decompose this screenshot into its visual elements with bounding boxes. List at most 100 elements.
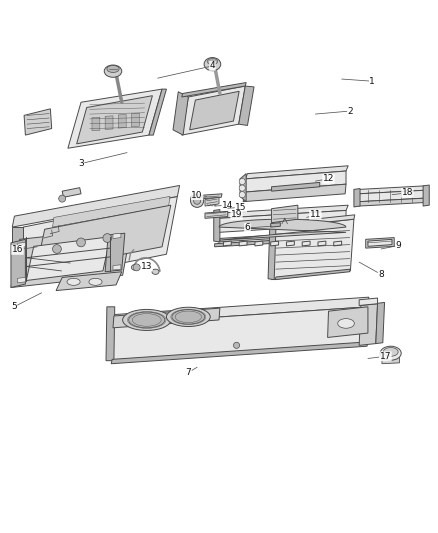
Polygon shape: [218, 231, 348, 242]
Polygon shape: [62, 188, 81, 197]
Ellipse shape: [131, 264, 140, 270]
Polygon shape: [182, 86, 245, 135]
Polygon shape: [12, 197, 177, 285]
Polygon shape: [255, 241, 263, 246]
Polygon shape: [131, 113, 139, 127]
Polygon shape: [271, 241, 279, 246]
Polygon shape: [275, 269, 350, 280]
Polygon shape: [354, 189, 360, 207]
Circle shape: [103, 233, 112, 243]
Polygon shape: [359, 190, 424, 201]
Polygon shape: [149, 89, 166, 135]
Polygon shape: [366, 238, 394, 248]
Polygon shape: [105, 233, 125, 272]
Polygon shape: [359, 198, 424, 206]
Ellipse shape: [207, 59, 218, 64]
Text: 6: 6: [244, 223, 272, 232]
Polygon shape: [328, 307, 368, 337]
Circle shape: [191, 194, 204, 207]
Ellipse shape: [152, 269, 159, 274]
Text: 18: 18: [392, 189, 413, 197]
Polygon shape: [113, 265, 121, 270]
Polygon shape: [205, 197, 219, 206]
Polygon shape: [190, 91, 239, 130]
Polygon shape: [376, 302, 385, 344]
Polygon shape: [272, 205, 298, 223]
Polygon shape: [11, 227, 131, 287]
Text: 19: 19: [231, 211, 243, 219]
Circle shape: [53, 245, 61, 253]
Polygon shape: [382, 354, 399, 364]
Circle shape: [233, 342, 240, 349]
Text: 17: 17: [368, 352, 391, 361]
Polygon shape: [106, 307, 115, 361]
Ellipse shape: [129, 312, 165, 328]
Polygon shape: [205, 211, 228, 219]
Circle shape: [194, 197, 201, 204]
Polygon shape: [423, 185, 429, 206]
Polygon shape: [219, 219, 346, 240]
Polygon shape: [111, 342, 368, 364]
Polygon shape: [271, 223, 280, 227]
Polygon shape: [112, 297, 369, 324]
Polygon shape: [12, 185, 180, 227]
Polygon shape: [334, 241, 342, 246]
Polygon shape: [286, 241, 294, 246]
Text: 3: 3: [78, 152, 127, 168]
Polygon shape: [77, 96, 152, 144]
Circle shape: [59, 195, 66, 202]
Polygon shape: [56, 272, 122, 290]
Text: 8: 8: [359, 262, 384, 279]
Ellipse shape: [107, 66, 119, 72]
Ellipse shape: [380, 346, 401, 360]
Circle shape: [239, 179, 245, 184]
Circle shape: [77, 238, 85, 247]
Polygon shape: [245, 166, 348, 179]
Text: 11: 11: [307, 211, 321, 219]
Polygon shape: [219, 211, 346, 232]
Polygon shape: [268, 226, 276, 280]
Polygon shape: [215, 236, 350, 247]
Polygon shape: [359, 186, 424, 194]
Ellipse shape: [172, 310, 205, 324]
Polygon shape: [105, 116, 113, 130]
Text: 12: 12: [315, 174, 334, 183]
Polygon shape: [18, 243, 25, 248]
Polygon shape: [240, 174, 246, 201]
Polygon shape: [302, 241, 310, 246]
Polygon shape: [36, 205, 171, 271]
Polygon shape: [272, 182, 320, 191]
Text: 4: 4: [158, 61, 215, 78]
Polygon shape: [92, 117, 100, 131]
Polygon shape: [12, 227, 23, 285]
Polygon shape: [223, 241, 231, 246]
Text: 1: 1: [342, 77, 375, 86]
Polygon shape: [113, 233, 121, 238]
Circle shape: [133, 264, 140, 271]
Polygon shape: [318, 241, 326, 246]
Text: 16: 16: [12, 245, 37, 254]
Polygon shape: [368, 239, 392, 246]
Polygon shape: [112, 307, 368, 361]
Ellipse shape: [338, 319, 354, 328]
Polygon shape: [68, 89, 162, 148]
Polygon shape: [239, 86, 254, 125]
Ellipse shape: [204, 58, 221, 71]
Circle shape: [239, 185, 245, 191]
Polygon shape: [53, 197, 170, 227]
Polygon shape: [26, 237, 110, 280]
Polygon shape: [272, 215, 355, 228]
Polygon shape: [214, 209, 220, 242]
Polygon shape: [243, 184, 346, 201]
Text: 10: 10: [191, 191, 207, 199]
Text: 2: 2: [315, 107, 353, 116]
Polygon shape: [24, 109, 52, 135]
Ellipse shape: [89, 278, 102, 285]
Text: 7: 7: [185, 367, 197, 377]
Polygon shape: [359, 304, 378, 345]
Polygon shape: [191, 194, 222, 199]
Text: 15: 15: [228, 203, 247, 212]
Polygon shape: [219, 205, 348, 219]
Polygon shape: [359, 298, 378, 305]
Polygon shape: [18, 278, 25, 282]
